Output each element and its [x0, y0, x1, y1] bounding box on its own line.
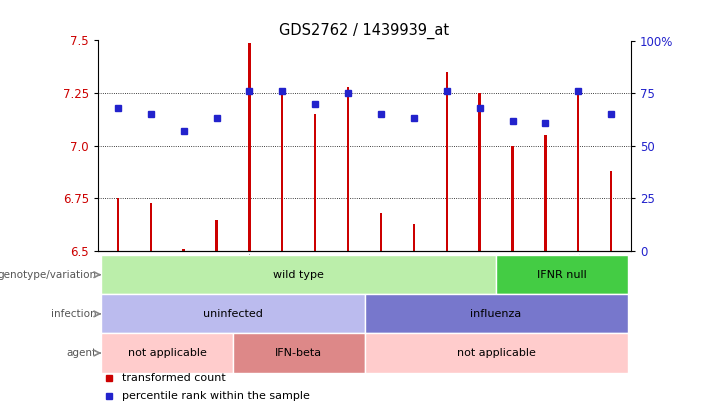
Text: infection: infection: [51, 309, 97, 319]
Bar: [413, 224, 415, 251]
Bar: [380, 213, 382, 251]
Bar: [511, 146, 514, 251]
Text: not applicable: not applicable: [128, 348, 207, 358]
Bar: [610, 171, 612, 251]
Text: percentile rank within the sample: percentile rank within the sample: [122, 391, 310, 401]
Text: transformed count: transformed count: [122, 373, 226, 383]
Text: genotype/variation: genotype/variation: [0, 270, 97, 280]
Bar: [248, 43, 250, 251]
Bar: [102, 255, 496, 294]
Bar: [544, 135, 547, 251]
Bar: [102, 294, 365, 333]
Bar: [496, 255, 627, 294]
Bar: [365, 294, 627, 333]
Bar: [233, 333, 365, 373]
Text: IFN-beta: IFN-beta: [275, 348, 322, 358]
Bar: [102, 333, 233, 373]
Bar: [182, 249, 185, 251]
Text: influenza: influenza: [470, 309, 522, 319]
Bar: [479, 93, 481, 251]
Bar: [446, 72, 448, 251]
Bar: [117, 198, 119, 251]
Bar: [215, 220, 218, 251]
Bar: [347, 87, 349, 251]
Text: not applicable: not applicable: [456, 348, 536, 358]
Title: GDS2762 / 1439939_at: GDS2762 / 1439939_at: [280, 23, 449, 39]
Bar: [577, 93, 580, 251]
Bar: [281, 93, 283, 251]
Text: agent: agent: [67, 348, 97, 358]
Bar: [365, 333, 627, 373]
Text: uninfected: uninfected: [203, 309, 263, 319]
Bar: [149, 202, 152, 251]
Bar: [314, 114, 316, 251]
Text: wild type: wild type: [273, 270, 324, 280]
Text: IFNR null: IFNR null: [537, 270, 587, 280]
